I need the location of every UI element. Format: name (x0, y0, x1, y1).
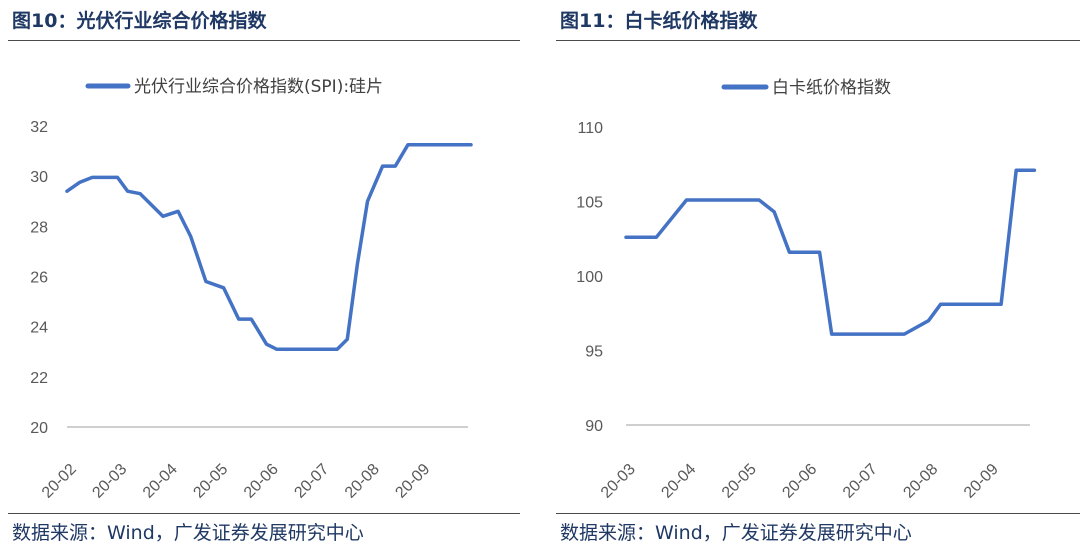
y-tick-label: 90 (585, 418, 603, 435)
x-tick-label: 20-09 (961, 461, 1002, 502)
figure-title: 图10：光伏行业综合价格指数 (12, 10, 267, 32)
x-tick-label: 20-05 (190, 461, 231, 502)
series-line (65, 143, 473, 351)
x-tick-label: 20-03 (598, 461, 639, 502)
panel-cardboard: 图11：白卡纸价格指数 白卡纸价格指数 90 95 100 105 110 20-03 20-… (548, 0, 1080, 551)
x-tick-label: 20-05 (719, 461, 760, 502)
y-tick-label: 22 (30, 370, 48, 387)
y-tick-label: 105 (576, 195, 603, 212)
y-tick-label: 95 (585, 344, 603, 361)
x-tick-label: 20-08 (342, 461, 383, 502)
source-divider (556, 513, 1080, 514)
legend-label: 光伏行业综合价格指数(SPI):硅片 (134, 77, 383, 97)
series-line (624, 168, 1037, 336)
panel-spi: 图10：光伏行业综合价格指数 光伏行业综合价格指数(SPI):硅片 20 22 24 2… (0, 0, 520, 551)
cardboard-line-chart: 白卡纸价格指数 90 95 100 105 110 20-03 20-04 20-05 20-06… (576, 78, 1037, 502)
title-divider (556, 40, 1080, 41)
y-tick-label: 26 (30, 270, 48, 287)
source-divider (8, 513, 520, 514)
y-tick-label: 32 (30, 119, 48, 136)
y-tick-label: 100 (576, 269, 603, 286)
x-tick-label: 20-06 (241, 461, 282, 502)
y-tick-label: 24 (30, 320, 48, 337)
legend-label: 白卡纸价格指数 (772, 78, 891, 98)
x-tick-label: 20-08 (900, 461, 941, 502)
y-tick-label: 20 (30, 420, 48, 437)
x-tick-label: 20-02 (39, 461, 80, 502)
x-tick-label: 20-09 (392, 461, 433, 502)
x-tick-label: 20-04 (140, 461, 181, 502)
x-tick-label: 20-04 (658, 461, 699, 502)
y-tick-label: 28 (30, 219, 48, 236)
figure-title: 图11：白卡纸价格指数 (560, 10, 758, 32)
x-tick-label: 20-03 (89, 461, 130, 502)
y-tick-label: 30 (30, 169, 48, 186)
x-tick-label: 20-06 (779, 461, 820, 502)
y-tick-label: 110 (577, 120, 603, 137)
data-source: 数据来源：Wind，广发证券发展研究中心 (560, 522, 912, 544)
data-source: 数据来源：Wind，广发证券发展研究中心 (12, 522, 364, 544)
title-divider (8, 40, 520, 41)
x-tick-label: 20-07 (840, 461, 881, 502)
x-tick-label: 20-07 (291, 461, 332, 502)
